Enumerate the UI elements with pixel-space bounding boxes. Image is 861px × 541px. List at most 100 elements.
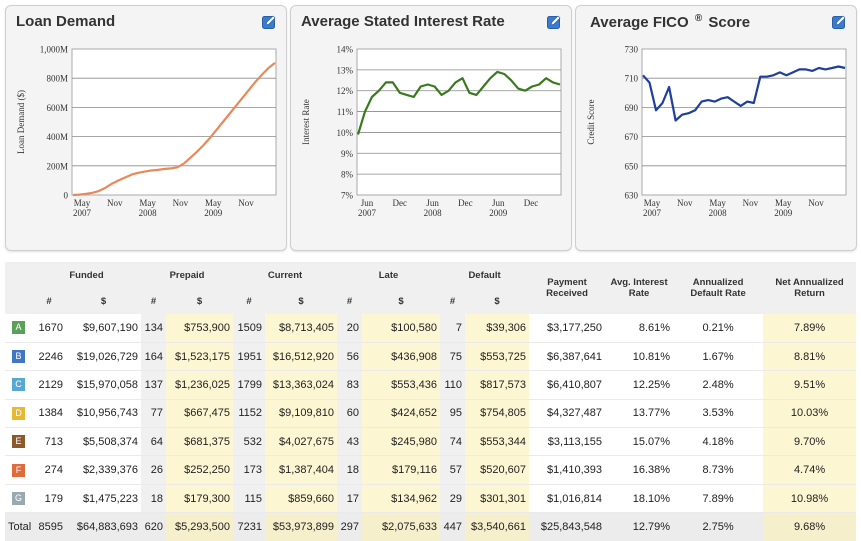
y-tick-label: 600M (46, 103, 68, 113)
grade-badge[interactable]: E (12, 435, 25, 449)
table-cell: 713 (32, 427, 66, 457)
grade-badge[interactable]: D (12, 406, 25, 420)
x-tick-label: May (139, 198, 156, 208)
header-default-rate: Annualized Default Rate (673, 262, 764, 314)
table-cell: 115 (233, 484, 266, 514)
table-cell: 10.98% (763, 484, 857, 514)
table-cell: 95 (440, 399, 466, 429)
table-cell: 110 (440, 370, 466, 400)
table-cell: 2.75% (673, 512, 764, 541)
table-cell: 620 (141, 512, 166, 541)
header-prepaid: Prepaid (141, 262, 234, 288)
table-cell: 137 (141, 370, 166, 400)
x-tick-label: Nov (173, 198, 189, 208)
header-payment-received: Payment Received (529, 262, 606, 314)
table-cell: 7.89% (673, 484, 764, 514)
table-cell: $754,805 (465, 399, 530, 429)
y-tick-label: 730 (625, 45, 639, 55)
table-cell: 164 (141, 342, 166, 372)
x-tick-label: Jun (426, 198, 439, 208)
table-cell: 2129 (32, 370, 66, 400)
panel-header: Average Stated Interest Rate (291, 6, 571, 37)
table-cell: 4.18% (673, 427, 764, 457)
y-tick-label: 9% (341, 149, 354, 159)
table-cell: 8.73% (673, 455, 764, 485)
x-tick-year: 2009 (204, 208, 223, 218)
total-row: Total 8595 $64,883,693 620 $5,293,500 7231 $53… (5, 512, 857, 541)
x-tick-label: May (709, 198, 726, 208)
sub-count: # (141, 288, 166, 314)
y-tick-label: 11% (337, 107, 354, 117)
table-cell: 7231 (233, 512, 266, 541)
plot-area (356, 48, 562, 196)
x-tick-label: May (644, 198, 661, 208)
table-cell: $100,580 (362, 314, 441, 343)
sub-count: # (233, 288, 266, 314)
y-tick-label: 7% (341, 191, 354, 201)
table-cell: 1670 (32, 314, 66, 343)
table-cell: 1152 (233, 399, 266, 429)
y-tick-label: 10% (337, 128, 354, 138)
panel-title: Average Stated Interest Rate (301, 13, 505, 30)
table-cell: $5,508,374 (66, 427, 141, 457)
fico-panel: Average FICO ® Score 730 710 690 670 650 630 M… (575, 5, 857, 251)
grade-cell: F (5, 455, 32, 485)
fico-title-suffix: Score (708, 14, 751, 31)
y-tick-label: 1,000M (40, 45, 68, 55)
x-tick-label: Nov (677, 198, 693, 208)
y-axis-label: Loan Demand ($) (16, 90, 26, 154)
table-cell: 8.61% (605, 314, 674, 343)
table-cell: $16,512,920 (265, 342, 338, 372)
loan-demand-panel: Loan Demand 1,000M 800M 600M 400M 200M 0 May 20… (5, 5, 287, 251)
table-cell: 17 (337, 484, 363, 514)
table-cell: 4.74% (763, 455, 857, 485)
x-tick-year: 2007 (643, 208, 662, 218)
table-cell: $64,883,693 (66, 512, 141, 541)
x-tick-label: May (74, 198, 91, 208)
table-cell: $39,306 (465, 314, 530, 343)
table-cell: $681,375 (166, 427, 234, 457)
x-tick-year: 2009 (774, 208, 793, 218)
grade-badge[interactable]: C (12, 378, 25, 392)
grade-badge[interactable]: A (12, 321, 25, 335)
y-axis-label: Credit Score (586, 99, 596, 144)
y-tick-label: 8% (341, 170, 354, 180)
table-cell: $553,436 (362, 370, 441, 400)
table-cell: 8.81% (763, 342, 857, 372)
table-cell: 10.03% (763, 399, 857, 429)
header-avg-interest-rate: Avg. Interest Rate (605, 262, 674, 314)
table-cell: 179 (32, 484, 66, 514)
table-cell: 1509 (233, 314, 266, 343)
table-cell: 64 (141, 427, 166, 457)
edit-icon[interactable] (832, 14, 848, 30)
grade-badge[interactable]: G (12, 492, 25, 506)
x-tick-label: Nov (743, 198, 759, 208)
table-cell: $19,026,729 (66, 342, 141, 372)
table-cell: $179,300 (166, 484, 234, 514)
table-cell: 1799 (233, 370, 266, 400)
header-late: Late (337, 262, 441, 288)
edit-icon[interactable] (547, 14, 563, 30)
grade-badge[interactable]: F (12, 463, 25, 477)
table-cell: $9,607,190 (66, 314, 141, 343)
y-tick-label: 200M (46, 161, 68, 171)
x-tick-label: Dec (458, 198, 473, 208)
table-cell: 2.48% (673, 370, 764, 400)
edit-icon[interactable] (262, 14, 278, 30)
table-cell: $4,327,487 (529, 399, 606, 429)
sub-amount: $ (66, 288, 141, 314)
table-cell: $134,962 (362, 484, 441, 514)
grade-badge[interactable]: B (12, 350, 25, 364)
table-row: C 2129 $15,970,058 137 $1,236,025 1799 $13,363… (5, 370, 857, 400)
interest-rate-panel: Average Stated Interest Rate 14% 13% 12% 11… (290, 5, 572, 251)
table-header-sub: # $ # $ # $ # $ # $ (5, 288, 856, 314)
x-tick-label: May (775, 198, 792, 208)
y-tick-label: 630 (625, 191, 639, 201)
table-cell: $553,344 (465, 427, 530, 457)
table-cell: 13.77% (605, 399, 674, 429)
y-tick-label: 12% (337, 86, 354, 96)
table-cell: 9.68% (763, 512, 857, 541)
header-funded: Funded (32, 262, 141, 288)
header-empty (5, 262, 32, 288)
